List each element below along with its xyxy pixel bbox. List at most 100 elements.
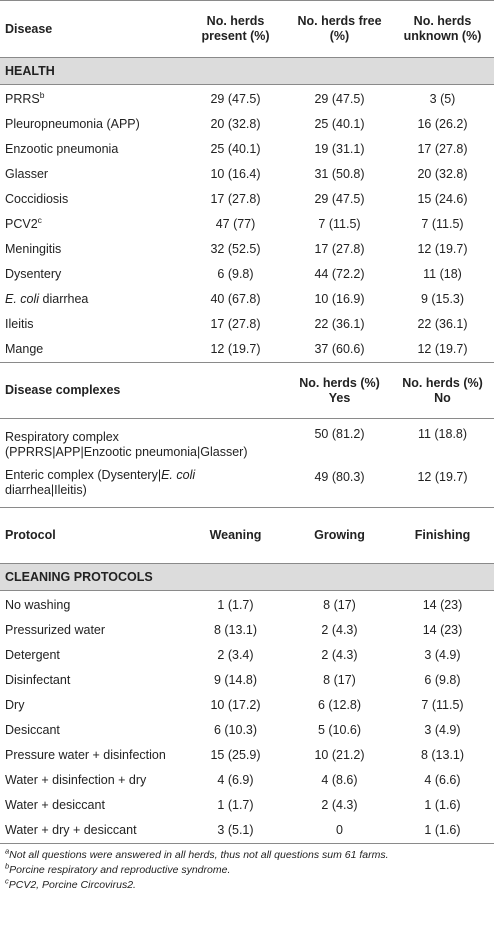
footnote-text: PCV2, Porcine Circovirus2. [8, 879, 136, 891]
protocol-name: Pressurized water [5, 623, 106, 637]
complex-no-value: 11 (18.8) [417, 427, 468, 441]
weaning-value: 3 (5.1) [184, 818, 288, 844]
herds-free-value: 22 (36.1) [314, 317, 365, 331]
cleaning-row: Water + desiccant 1 (1.7) 2 (4.3) 1 (1.6) [0, 793, 494, 818]
finishing-value: 3 (4.9) [424, 648, 461, 662]
herds-free-value: 44 (72.2) [314, 267, 365, 281]
growing-value: 0 [288, 818, 392, 844]
protocol-header-row: Protocol Weaning Growing Finishing [0, 507, 494, 564]
herds-free-value: 7 (11.5) [318, 217, 361, 231]
cleaning-row: Desiccant 6 (10.3) 5 (10.6) 3 (4.9) [0, 718, 494, 743]
finishing-value: 7 (11.5) [421, 698, 464, 712]
complex-name-line1: Enteric complex (Dysentery| [5, 467, 162, 482]
section-cleaning-row: CLEANING PROTOCOLS [0, 563, 494, 591]
complex-yes-value: 49 (80.3) [288, 464, 392, 508]
header-protocol: Protocol [0, 507, 184, 564]
growing-value: 6 (12.8) [317, 698, 362, 712]
herds-unknown-value: 12 (19.7) [392, 337, 494, 363]
header-growing: Growing [288, 507, 392, 564]
footnote: bPorcine respiratory and reproductive sy… [5, 861, 489, 878]
cleaning-row: Water + dry + desiccant 3 (5.1) 0 1 (1.6) [0, 818, 494, 844]
herds-unknown-value: 22 (36.1) [417, 317, 468, 331]
herds-unknown-value: 16 (26.2) [417, 117, 468, 131]
herds-unknown-value: 15 (24.6) [417, 192, 468, 206]
disease-name: PRRSb [0, 85, 184, 113]
disease-name: PCV2c [0, 212, 184, 237]
disease-name-text: Meningitis [5, 242, 62, 256]
complex-header-row: Disease complexes No. herds (%) Yes No. … [0, 362, 494, 419]
health-row: PRRSb 29 (47.5) 29 (47.5) 3 (5) [0, 85, 494, 113]
disease-name-text: Mange [5, 342, 44, 356]
disease-name-text: Ileitis [5, 317, 34, 331]
footnote-mark: c [5, 876, 9, 886]
disease-name-text: Coccidiosis [5, 192, 69, 206]
footnote-mark: b [5, 861, 10, 871]
herds-present-value: 47 (77) [215, 217, 256, 231]
growing-value: 8 (17) [323, 673, 356, 687]
weaning-value: 15 (25.9) [210, 748, 261, 762]
protocol-name: No washing [5, 598, 71, 612]
herds-unknown-value: 20 (32.8) [417, 167, 468, 181]
complex-name-line1: Respiratory complex [5, 429, 119, 444]
section-health-label: HEALTH [0, 57, 494, 85]
header-complex-yes: No. herds (%) Yes [288, 362, 392, 419]
herds-unknown-value: 3 (5) [429, 92, 456, 106]
finishing-value: 4 (6.6) [424, 773, 461, 787]
herds-present-value: 20 (32.8) [210, 117, 261, 131]
disease-name-text: Pleuropneumonia (APP) [5, 117, 140, 131]
cleaning-row: No washing 1 (1.7) 8 (17) 14 (23) [0, 591, 494, 619]
health-row: Mange 12 (19.7) 37 (60.6) 12 (19.7) [0, 337, 494, 363]
herds-present-value: 17 (27.8) [210, 317, 261, 331]
growing-value: 10 (21.2) [314, 748, 365, 762]
herds-unknown-value: 12 (19.7) [417, 242, 468, 256]
footnote: aNot all questions were answered in all … [5, 847, 489, 863]
herds-unknown-value: 17 (27.8) [417, 142, 468, 156]
footnote-mark: b [39, 89, 45, 100]
weaning-value: 9 (14.8) [213, 673, 258, 687]
complex-name: Enteric complex (Dysentery|E. coli diarr… [0, 464, 288, 508]
herds-free-value: 10 (16.9) [314, 292, 365, 306]
header-disease: Disease [0, 0, 184, 58]
herds-unknown-value: 9 (15.3) [420, 292, 465, 306]
disease-name-text: Glasser [5, 167, 49, 181]
disease-name-italic: E. coli [5, 292, 40, 306]
table-footnotes: aNot all questions were answered in all … [0, 844, 494, 893]
protocol-name: Disinfectant [5, 673, 71, 687]
health-row: Ileitis 17 (27.8) 22 (36.1) 22 (36.1) [0, 312, 494, 337]
growing-value: 8 (17) [323, 598, 356, 612]
disease-name-text: diarrhea [39, 292, 89, 306]
disease-name: Meningitis [0, 237, 184, 262]
weaning-value: 10 (17.2) [210, 698, 261, 712]
herds-present-value: 32 (52.5) [210, 242, 261, 256]
herds-present-value: 29 (47.5) [210, 92, 261, 106]
health-row: Dysentery 6 (9.8) 44 (72.2) 11 (18) [0, 262, 494, 287]
finishing-value: 3 (4.9) [424, 723, 461, 737]
disease-name: E. coli diarrhea [0, 287, 184, 312]
disease-name: Enzootic pneumonia [0, 137, 184, 162]
header-complex-no: No. herds (%) No [392, 362, 494, 419]
herds-free-value: 31 (50.8) [314, 167, 365, 181]
finishing-value: 8 (13.1) [420, 748, 465, 762]
protocol-name: Water + disinfection + dry [5, 773, 147, 787]
health-row: PCV2c 47 (77) 7 (11.5) 7 (11.5) [0, 212, 494, 237]
disease-name: Ileitis [0, 312, 184, 337]
header-disease-complexes: Disease complexes [0, 362, 288, 419]
herds-free-value: 19 (31.1) [314, 142, 365, 156]
protocol-name: Dry [5, 698, 25, 712]
complex-row-enteric: Enteric complex (Dysentery|E. coli diarr… [0, 464, 494, 508]
disease-name-text: PCV2 [5, 217, 38, 231]
herds-free-value: 25 (40.1) [314, 117, 365, 131]
protocol-name: Pressure water + disinfection [5, 748, 166, 762]
cleaning-row: Pressure water + disinfection 15 (25.9) 10… [0, 743, 494, 768]
herds-unknown-value: 7 (11.5) [421, 217, 464, 231]
weaning-value: 1 (1.7) [217, 798, 254, 812]
footnote-text: Porcine respiratory and reproductive syn… [9, 864, 231, 876]
header-free: No. herds free (%) [288, 0, 392, 58]
protocol-name: Desiccant [5, 723, 60, 737]
weaning-value: 1 (1.7) [217, 598, 254, 612]
protocol-name: Water + dry + desiccant [0, 818, 184, 844]
cleaning-row: Detergent 2 (3.4) 2 (4.3) 3 (4.9) [0, 643, 494, 668]
disease-name: Mange [0, 337, 184, 363]
finishing-value: 1 (1.6) [424, 798, 461, 812]
complex-yes-value: 50 (81.2) [314, 427, 365, 441]
